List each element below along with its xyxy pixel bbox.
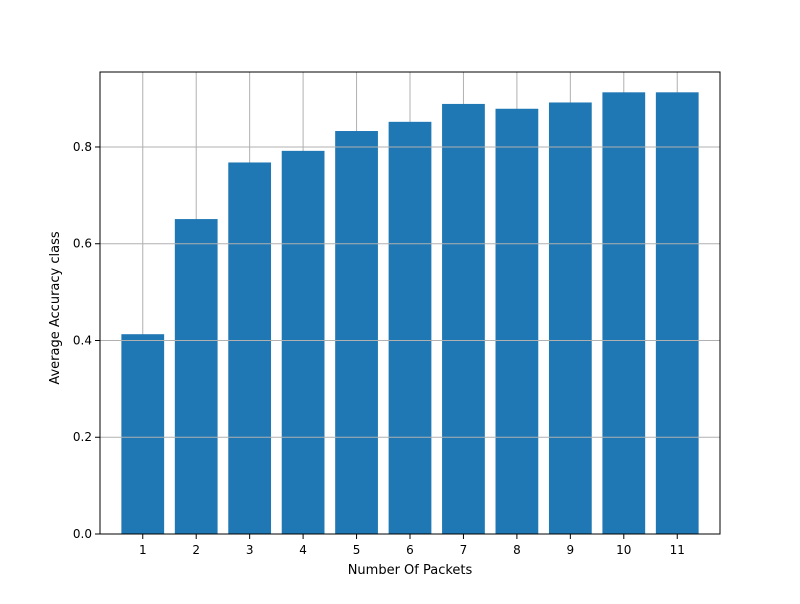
bar-3 xyxy=(228,162,272,535)
bar-10 xyxy=(602,92,646,534)
bar-5 xyxy=(335,131,378,534)
x-tick-label: 9 xyxy=(567,543,575,557)
x-tick-label: 11 xyxy=(670,543,685,557)
x-tick-label: 4 xyxy=(299,543,307,557)
grid-lines-over-bars xyxy=(100,146,720,438)
y-tick-label: 0.6 xyxy=(73,237,92,251)
y-tick-label: 0.2 xyxy=(73,430,92,444)
bars xyxy=(121,92,699,535)
x-axis-ticks: 1 2 3 4 5 6 7 8 9 10 11 xyxy=(139,534,685,557)
bar-7 xyxy=(442,103,485,534)
x-tick-label: 5 xyxy=(353,543,361,557)
x-axis-label: Number Of Packets xyxy=(348,563,473,578)
x-tick-label: 2 xyxy=(192,543,200,557)
bar-6 xyxy=(388,121,432,534)
x-tick-label: 10 xyxy=(616,543,631,557)
y-tick-label: 0.8 xyxy=(73,140,92,154)
bar-8 xyxy=(495,108,539,535)
x-tick-label: 7 xyxy=(460,543,468,557)
x-tick-label: 6 xyxy=(406,543,414,557)
y-tick-label: 0.4 xyxy=(73,333,92,347)
bar-4 xyxy=(281,150,325,535)
bar-1 xyxy=(121,334,165,534)
bar-11 xyxy=(655,92,699,534)
x-tick-label: 1 xyxy=(139,543,147,557)
x-tick-label: 8 xyxy=(513,543,521,557)
x-tick-label: 3 xyxy=(246,543,254,557)
bar-9 xyxy=(548,102,592,535)
bar-2 xyxy=(174,219,218,534)
y-axis-label: Average Accuracy class xyxy=(48,231,63,384)
y-tick-label: 0.0 xyxy=(73,527,92,541)
y-axis-ticks: 0.0 0.2 0.4 0.6 0.8 xyxy=(73,140,100,541)
